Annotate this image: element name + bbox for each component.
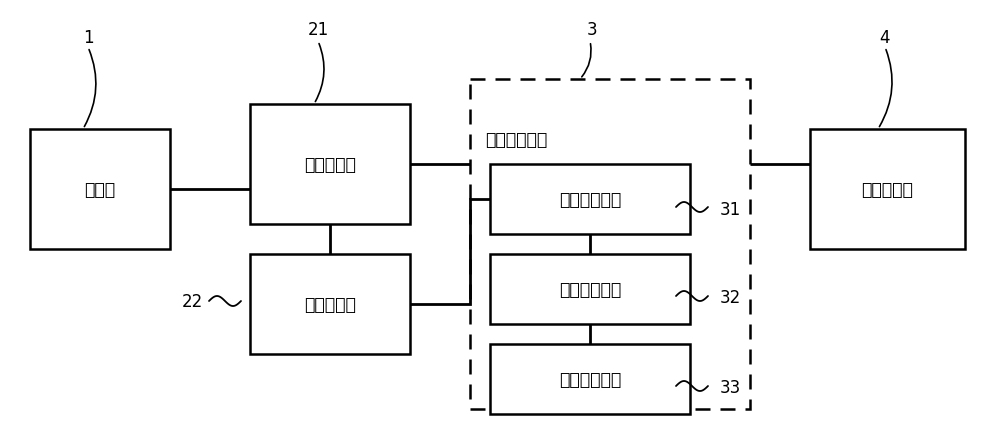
Text: 车身控制器: 车身控制器 [304,295,356,313]
Text: 场景分析模块: 场景分析模块 [559,190,621,209]
Text: 32: 32 [720,289,741,306]
Text: 3: 3 [587,21,597,39]
Bar [250,255,410,354]
Text: 31: 31 [720,200,741,218]
Text: 模式切换模块: 模式切换模块 [559,280,621,298]
Bar [470,80,750,409]
Bar [30,130,170,249]
Text: 33: 33 [720,378,741,396]
Bar [490,344,690,414]
Bar [490,165,690,234]
Text: 整车控制器: 整车控制器 [304,156,356,174]
Text: 电机控制模块: 电机控制模块 [485,131,547,149]
Text: 电机控制器: 电机控制器 [862,181,913,199]
Text: 4: 4 [880,29,890,47]
Text: 1: 1 [83,29,93,47]
Text: 转矩控制模块: 转矩控制模块 [559,370,621,388]
Bar [490,255,690,324]
Text: 22: 22 [181,292,203,310]
Text: 21: 21 [307,21,329,39]
Bar [810,130,965,249]
Text: 摄像头: 摄像头 [84,181,116,199]
Bar [250,105,410,224]
